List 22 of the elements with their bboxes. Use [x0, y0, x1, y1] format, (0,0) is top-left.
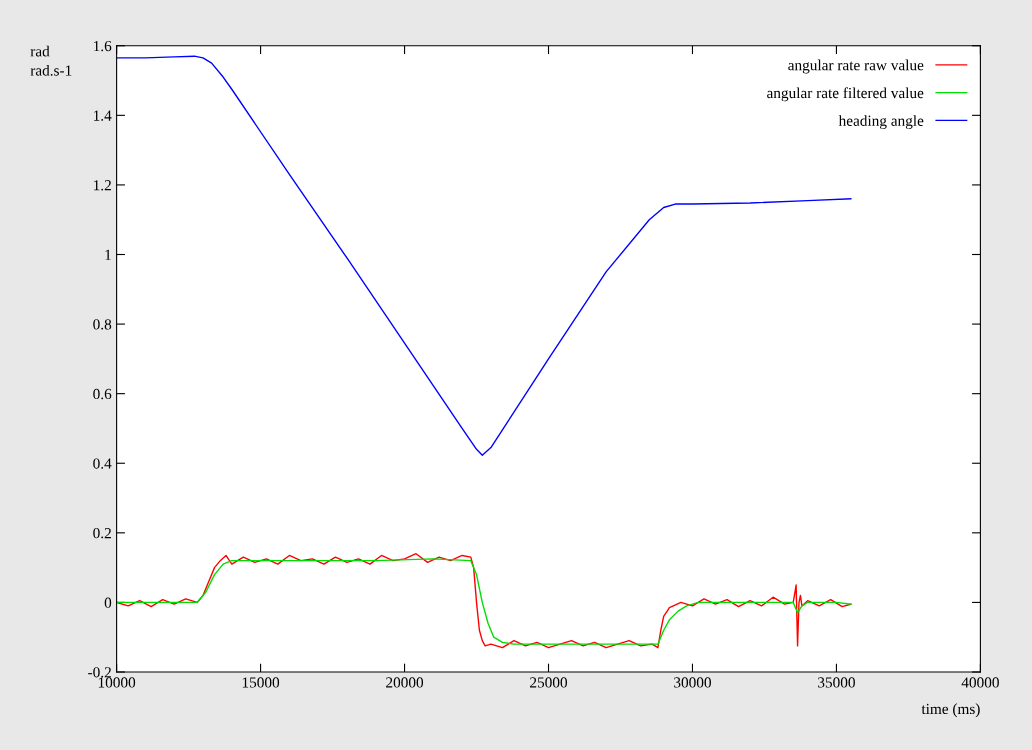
y-tick-label: -0.2	[88, 667, 111, 678]
x-tick-label: 15000	[242, 677, 280, 688]
y-tick-label: 1	[105, 249, 111, 260]
y-tick-label: 1.6	[94, 40, 112, 52]
y-tick-label: 0.6	[93, 388, 112, 400]
x-tick-label: 35000	[818, 677, 855, 688]
x-tick-label: 40000	[961, 677, 999, 688]
y-tick-label: 0.8	[93, 319, 112, 330]
x-tick-label: 25000	[530, 677, 568, 688]
legend-label: angular rate filtered value	[767, 87, 924, 102]
y-tick-label: 1.4	[94, 110, 112, 121]
x-tick-label: 20000	[386, 677, 424, 688]
legend-label: angular rate raw value	[788, 59, 924, 74]
x-tick-label: 30000	[674, 677, 711, 688]
y-tick-label: 1.2	[94, 180, 111, 191]
y-tick-label: 0.2	[93, 527, 111, 539]
y-tick-label: 0.4	[93, 458, 112, 469]
x-tick-label: 10000	[98, 677, 136, 688]
x-axis-title: time (ms)	[921, 703, 980, 718]
legend-label: heading angle	[838, 115, 924, 130]
y-axis-title: rad rad.s-1	[30, 45, 72, 76]
y-tick-label: 0	[104, 597, 112, 608]
